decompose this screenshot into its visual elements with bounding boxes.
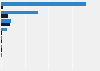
Bar	[1, 48, 2, 52]
Bar	[1, 14, 8, 18]
Bar	[1, 31, 2, 35]
Bar	[1, 19, 11, 23]
Bar	[1, 11, 38, 14]
Bar	[1, 23, 10, 26]
Bar	[1, 28, 7, 31]
Bar	[1, 36, 2, 40]
Bar	[1, 45, 2, 48]
Bar	[1, 6, 3, 9]
Bar	[1, 40, 2, 43]
Bar	[1, 53, 2, 57]
Bar	[1, 2, 86, 6]
